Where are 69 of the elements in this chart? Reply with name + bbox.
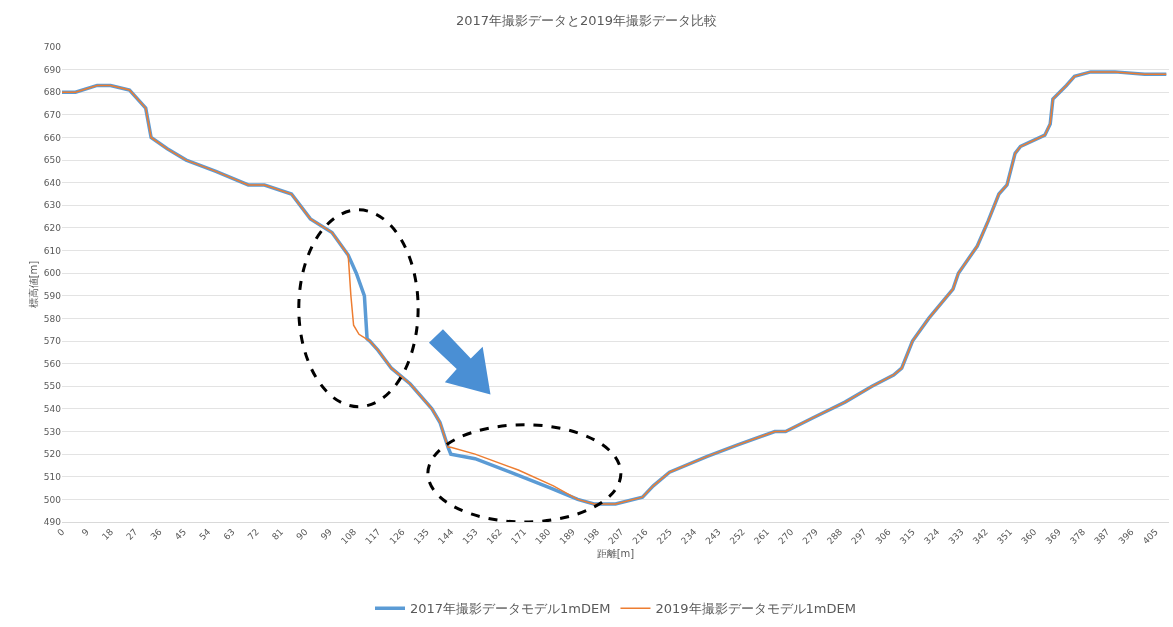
x-tick-label: 279 xyxy=(800,526,821,547)
y-tick-label: 490 xyxy=(43,517,62,528)
x-tick-label: 180 xyxy=(533,526,553,547)
x-tick-label: 108 xyxy=(338,526,359,547)
x-tick-label: 27 xyxy=(124,526,140,542)
y-tick-label: 540 xyxy=(43,404,62,415)
y-tick-label: 630 xyxy=(43,200,62,211)
x-tick-label: 225 xyxy=(654,526,675,547)
y-tick-label: 610 xyxy=(43,245,62,256)
x-tick-label: 189 xyxy=(557,526,578,547)
x-tick-label: 63 xyxy=(221,526,237,542)
x-tick-label: 270 xyxy=(776,526,796,547)
x-tick-label: 18 xyxy=(100,526,116,542)
x-tick-label: 54 xyxy=(197,526,213,542)
x-tick-label: 342 xyxy=(970,526,990,547)
y-tick-label: 660 xyxy=(43,132,62,143)
x-tick-label: 72 xyxy=(245,526,261,542)
x-tick-label: 126 xyxy=(387,526,407,547)
y-tick-label: 680 xyxy=(43,87,62,98)
y-tick-label: 500 xyxy=(43,494,62,505)
x-tick-label: 261 xyxy=(752,526,772,547)
x-tick-label: 369 xyxy=(1043,526,1064,547)
x-tick-label: 198 xyxy=(581,526,602,547)
y-tick-label: 620 xyxy=(43,223,62,234)
y-tick-label: 640 xyxy=(43,177,62,188)
x-tick-label: 153 xyxy=(460,526,480,547)
x-tick-label: 396 xyxy=(1116,526,1136,547)
x-tick-label: 0 xyxy=(55,526,67,538)
y-axis-title: 標高値[m] xyxy=(27,260,39,309)
x-tick-label: 351 xyxy=(995,526,1015,547)
x-tick-label: 243 xyxy=(703,526,723,547)
x-tick-label: 333 xyxy=(946,526,966,547)
x-tick-label: 162 xyxy=(484,526,504,547)
y-tick-label: 550 xyxy=(43,381,62,392)
y-tick-label: 520 xyxy=(43,449,62,460)
x-axis-title: 距離[m] xyxy=(596,547,635,559)
x-tick-label: 234 xyxy=(679,526,699,547)
legend-label: 2019年撮影データモデル1mDEM xyxy=(655,601,856,617)
y-tick-label: 560 xyxy=(43,358,62,369)
x-tick-label: 9 xyxy=(79,526,92,538)
x-tick-label: 378 xyxy=(1067,526,1088,547)
chart-title: 2017年撮影データと2019年撮影データ比較 xyxy=(455,12,718,28)
x-tick-label: 360 xyxy=(1019,526,1039,547)
x-tick-label: 306 xyxy=(873,526,893,547)
x-tick-label: 135 xyxy=(411,526,432,547)
y-tick-label: 670 xyxy=(43,110,62,121)
x-tick-label: 216 xyxy=(630,526,650,547)
x-tick-label: 324 xyxy=(922,526,942,547)
y-tick-label: 570 xyxy=(43,336,62,347)
x-tick-label: 99 xyxy=(318,526,335,542)
y-tick-label: 580 xyxy=(43,313,62,324)
legend-label: 2017年撮影データモデル1mDEM xyxy=(410,601,611,617)
y-tick-label: 600 xyxy=(43,268,62,279)
x-tick-label: 315 xyxy=(897,526,918,547)
x-tick-label: 171 xyxy=(509,526,529,547)
x-tick-label: 252 xyxy=(727,526,747,547)
x-tick-label: 81 xyxy=(270,526,286,542)
x-tick-label: 288 xyxy=(824,526,845,547)
x-tick-label: 405 xyxy=(1140,526,1161,547)
y-tick-label: 700 xyxy=(43,42,62,53)
y-tick-label: 510 xyxy=(43,471,62,482)
x-tick-label: 90 xyxy=(294,526,310,542)
x-tick-label: 144 xyxy=(436,526,456,547)
y-tick-label: 590 xyxy=(43,290,62,301)
x-tick-label: 36 xyxy=(148,526,164,542)
y-tick-label: 530 xyxy=(43,426,62,437)
y-tick-label: 650 xyxy=(43,155,62,166)
y-tick-label: 690 xyxy=(43,64,62,75)
x-tick-label: 45 xyxy=(172,526,189,542)
